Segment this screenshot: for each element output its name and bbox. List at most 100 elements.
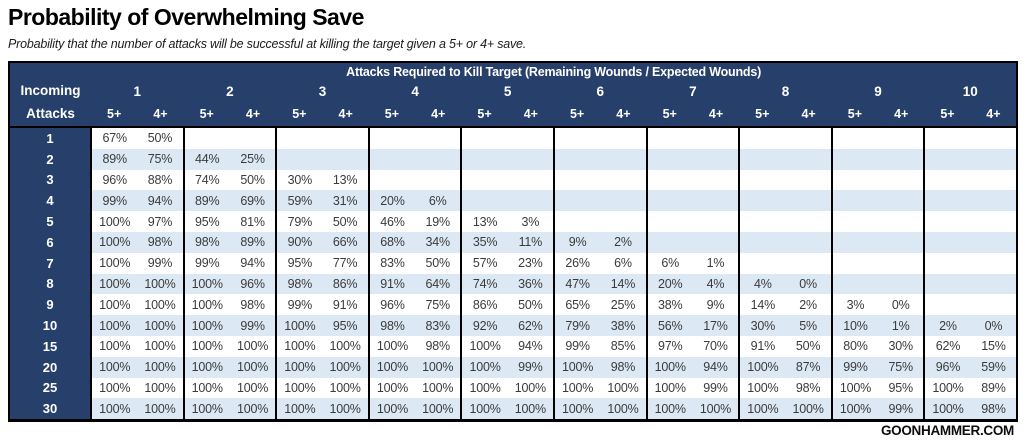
probability-cell: 100% [367, 335, 416, 357]
probability-cell: 95% [322, 315, 369, 336]
probability-cell: 30% [275, 169, 323, 191]
save-sub-header-cell: 5+ [553, 102, 601, 128]
row-label: 15 [9, 335, 92, 357]
probability-cell: 3% [507, 211, 554, 232]
probability-cell [645, 211, 693, 232]
probability-cell: 98% [367, 315, 416, 336]
probability-cell: 100% [137, 377, 184, 399]
probability-cell [970, 190, 1018, 212]
probability-cell: 99% [552, 335, 601, 357]
probability-cell: 100% [89, 231, 138, 253]
probability-cell [322, 148, 369, 170]
group-header-cell: 4 [368, 80, 462, 102]
probability-cell [507, 190, 554, 212]
probability-cell [275, 127, 323, 149]
probability-cell [878, 252, 925, 274]
table-row: 7 100% 99% 99% 94% 95% 77% 83% 50% 57% 23% 26% 6% 6% 1… [9, 252, 1018, 274]
probability-cell: 94% [229, 252, 277, 274]
probability-cell [970, 252, 1018, 274]
probability-cell: 59% [970, 356, 1018, 378]
probability-cell [970, 231, 1018, 253]
probability-cell [878, 273, 925, 295]
probability-cell: 6% [645, 252, 693, 274]
probability-table: Incoming Attacks Attacks Required to Kill … [8, 61, 1019, 423]
row-label: 3 [9, 169, 92, 191]
probability-cell: 95% [878, 377, 925, 399]
probability-cell [923, 252, 971, 274]
probability-cell: 36% [507, 273, 554, 295]
probability-cell [367, 127, 416, 149]
probability-cell: 66% [322, 231, 369, 253]
probability-cell: 64% [415, 273, 462, 295]
probability-cell [830, 148, 879, 170]
probability-cell [923, 190, 971, 212]
probability-cell: 100% [322, 356, 369, 378]
probability-cell [878, 127, 925, 149]
probability-cell: 75% [878, 356, 925, 378]
probability-cell: 100% [89, 398, 138, 421]
probability-cell: 86% [322, 273, 369, 295]
probability-cell [645, 127, 693, 149]
probability-cell [692, 231, 740, 253]
probability-cell: 6% [415, 190, 462, 212]
group-header-cell: 9 [831, 80, 925, 102]
probability-cell: 79% [552, 315, 601, 336]
probability-cell [785, 190, 832, 212]
probability-cell: 100% [645, 377, 693, 399]
probability-cell: 99% [89, 190, 138, 212]
probability-cell: 98% [970, 398, 1018, 421]
save-sub-header-cell: 5+ [739, 102, 786, 128]
probability-cell: 81% [229, 211, 277, 232]
probability-cell: 25% [600, 294, 647, 316]
probability-cell: 100% [600, 377, 647, 399]
probability-cell: 85% [600, 335, 647, 357]
probability-cell [552, 211, 601, 232]
group-header-cell: 8 [739, 80, 832, 102]
probability-cell: 96% [89, 169, 138, 191]
probability-cell [830, 127, 879, 149]
row-label: 20 [9, 356, 92, 378]
probability-cell [692, 190, 740, 212]
probability-cell: 14% [738, 294, 786, 316]
probability-cell [878, 211, 925, 232]
probability-cell [645, 231, 693, 253]
probability-cell [600, 169, 647, 191]
probability-cell: 100% [552, 377, 601, 399]
probability-cell [552, 190, 601, 212]
group-header-cell: 3 [276, 80, 369, 102]
probability-cell: 100% [275, 335, 323, 357]
probability-cell: 75% [137, 148, 184, 170]
probability-cell: 59% [275, 190, 323, 212]
probability-cell: 100% [460, 398, 508, 421]
page-title: Probability of Overwhelming Save [8, 4, 364, 30]
probability-cell: 100% [229, 398, 277, 421]
group-header-cell: 2 [183, 80, 277, 102]
probability-cell: 100% [322, 377, 369, 399]
probability-cell: 4% [738, 273, 786, 295]
probability-cell: 68% [367, 231, 416, 253]
probability-cell [738, 169, 786, 191]
probability-cell [970, 127, 1018, 149]
probability-cell: 30% [738, 315, 786, 336]
probability-cell: 5% [785, 315, 832, 336]
save-sub-header-cell: 4+ [137, 102, 184, 128]
group-header-cell: 1 [91, 80, 184, 102]
probability-cell: 100% [89, 356, 138, 378]
table-row: 1 67% 50% [9, 127, 1018, 149]
probability-cell [923, 169, 971, 191]
span-header-cell: Attacks Required to Kill Target (Remaini… [91, 62, 1018, 80]
probability-cell: 100% [738, 377, 786, 399]
probability-cell: 44% [182, 148, 230, 170]
probability-cell [878, 190, 925, 212]
probability-cell: 100% [229, 356, 277, 378]
probability-cell [923, 231, 971, 253]
probability-cell: 69% [229, 190, 277, 212]
probability-cell: 79% [275, 211, 323, 232]
probability-cell: 6% [600, 252, 647, 274]
probability-cell [692, 169, 740, 191]
probability-cell [785, 127, 832, 149]
probability-cell: 100% [229, 377, 277, 399]
probability-cell [600, 211, 647, 232]
probability-cell [923, 294, 971, 316]
probability-cell: 38% [600, 315, 647, 336]
